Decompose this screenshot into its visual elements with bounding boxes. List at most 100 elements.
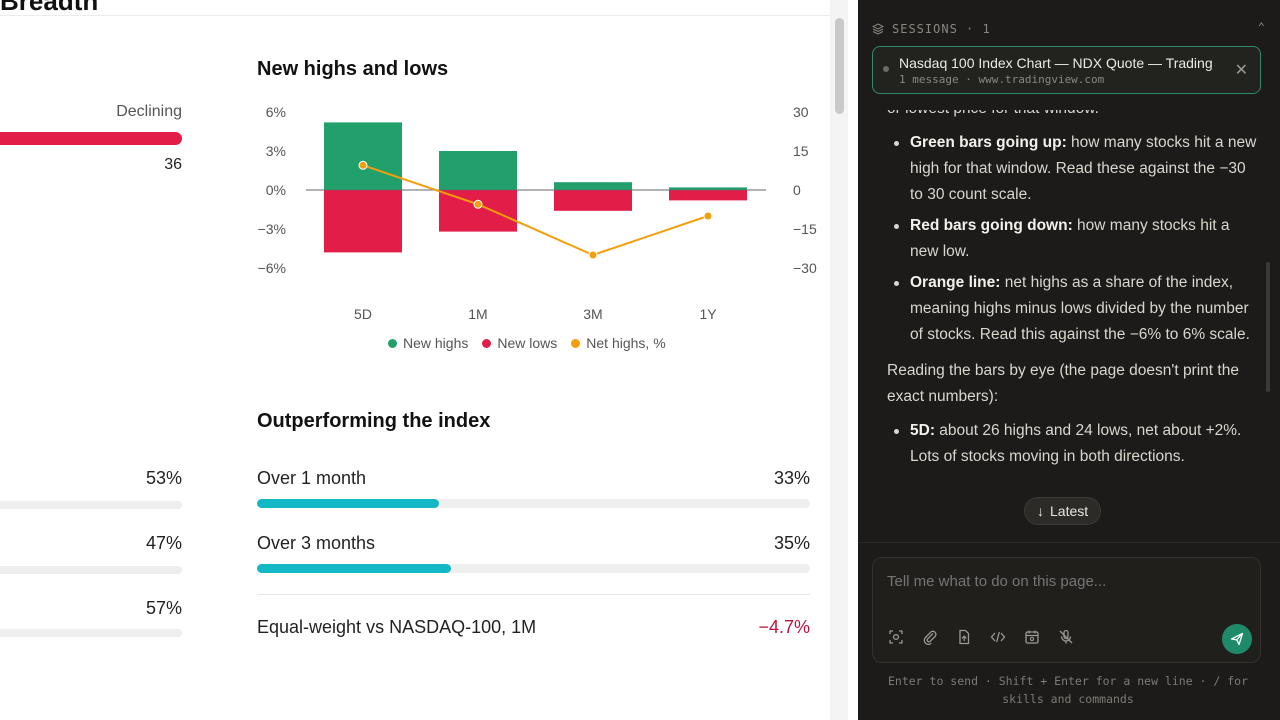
legend-dot-red (482, 338, 492, 348)
declining-count: 36 (164, 156, 182, 173)
bullet-bold: 5D: (910, 422, 935, 439)
bullet-text: how many stocks hit a new high for that … (910, 134, 1257, 203)
list-item: Orange line: net highs as a share of the… (894, 270, 1257, 348)
legend-net-highs: Net highs, % (571, 335, 666, 351)
web-page: Breadth Declining 36 New highs and lows … (0, 0, 830, 637)
bar-new-highs (554, 182, 632, 190)
perf-fill (257, 564, 451, 573)
page-scroll-thumb[interactable] (835, 18, 844, 114)
message-paragraph: Reading the bars by eye (the page doesn'… (887, 362, 1239, 405)
net-highs-point (703, 211, 713, 221)
bullet-bold: Red bars going down: (910, 217, 1073, 234)
file-icon[interactable] (955, 628, 973, 646)
bar-new-lows (669, 190, 747, 201)
list-item: Green bars going up: how many stocks hit… (894, 130, 1257, 208)
y-left-tick-label: −3% (258, 221, 286, 237)
composer-tools (887, 628, 1075, 646)
schedule-icon[interactable] (1023, 628, 1041, 646)
y-left-tick-label: −6% (258, 260, 286, 276)
perf-label: Over 3 months (257, 533, 376, 553)
y-left-tick-label: 6% (266, 104, 286, 120)
net-highs-point (588, 250, 598, 260)
legend-new-highs: New highs (388, 335, 468, 351)
legend-dot-green (388, 338, 397, 348)
legend-dot-orange (571, 338, 581, 348)
net-highs-point (358, 160, 368, 170)
y-right-tick-label: −15 (793, 221, 817, 237)
chart-legend: New highs New lows Net highs, % (388, 335, 666, 351)
x-tick-label: 1Y (699, 306, 717, 322)
code-icon[interactable] (989, 628, 1007, 646)
x-tick-label: 1M (468, 306, 487, 322)
legend-label-new-lows: New lows (497, 335, 558, 351)
page-scrollbar[interactable] (830, 0, 848, 720)
new-highs-lows-title: New highs and lows (257, 58, 449, 80)
perf-value: 33% (773, 468, 810, 488)
bullet-bold: Green bars going up: (910, 134, 1067, 151)
bullet-bold: Orange line: (910, 274, 1001, 291)
chart-svg: 6% 3% 0% −3% −6% 30 15 0 −15 −30 5D 1M 3M 1Y (258, 104, 817, 322)
bar-new-highs (669, 187, 747, 190)
latest-label: Latest (1050, 503, 1089, 519)
y-left-tick-label: 3% (266, 143, 286, 159)
new-highs-lows-chart: 6% 3% 0% −3% −6% 30 15 0 −15 −30 5D 1M 3M 1Y (250, 95, 830, 365)
y-right-tick-label: 15 (793, 143, 809, 159)
bullet-text: about 26 highs and 24 lows, net about +2… (910, 422, 1242, 465)
divider (257, 594, 810, 595)
perf-label: Over 1 month (257, 468, 367, 488)
composer-hint: Enter to send · Shift + Enter for a new … (887, 674, 1249, 706)
bar-new-highs (324, 122, 402, 190)
send-icon (1230, 632, 1244, 646)
perf-fill (257, 499, 440, 508)
perf-track (257, 499, 810, 508)
arrow-down-icon: ↓ (1037, 503, 1044, 519)
bullet-text: how many stocks hit a new low. (910, 217, 1230, 260)
list-item: 5D: about 26 highs and 24 lows, net abou… (894, 418, 1257, 470)
session-card[interactable]: Nasdaq 100 Index Chart — NDX Quote — Tra… (872, 46, 1261, 94)
top-strip (0, 0, 830, 16)
bullet-text: net highs as a share of the index, meani… (910, 274, 1250, 343)
bar-new-lows (439, 190, 517, 232)
left-track-3 (0, 629, 182, 637)
close-icon[interactable]: ✕ (1234, 62, 1248, 79)
equal-weight-value: −4.7% (758, 617, 810, 637)
declining-bar (0, 132, 182, 145)
session-title: Nasdaq 100 Index Chart — NDX Quote — Tra… (899, 55, 1213, 71)
list-item: Red bars going down: how many stocks hit… (894, 213, 1257, 265)
equal-weight-label: Equal-weight vs NASDAQ-100, 1M (257, 617, 537, 637)
legend-label-net-highs: Net highs, % (586, 335, 666, 351)
assistant-panel: SESSIONS · 1 ⌃ Nasdaq 100 Index Chart — … (858, 0, 1280, 720)
attach-icon[interactable] (921, 628, 939, 646)
left-track-2 (0, 566, 182, 574)
left-track-1 (0, 501, 182, 509)
left-pct-3: 57% (145, 598, 182, 618)
chevron-up-icon[interactable]: ⌃ (1257, 20, 1266, 34)
session-subtitle: 1 message · www.tradingview.com (899, 73, 1105, 86)
sessions-label: SESSIONS · 1 (892, 22, 991, 36)
status-dot-icon (883, 66, 889, 72)
screenshot-icon[interactable] (887, 628, 905, 646)
declining-label: Declining (116, 103, 182, 120)
message-list-1: Green bars going up: how many stocks hit… (887, 130, 1257, 348)
message-line: or lowest price for that window. (887, 110, 1257, 122)
bar-new-lows (554, 190, 632, 211)
jump-to-latest-button[interactable]: ↓ Latest (1024, 497, 1102, 525)
y-right-tick-label: −30 (793, 260, 817, 276)
panel-divider (858, 542, 1280, 543)
outperforming-title: Outperforming the index (257, 410, 491, 432)
send-button[interactable] (1222, 624, 1252, 654)
layers-icon (872, 23, 884, 35)
prompt-input[interactable] (887, 573, 1247, 590)
y-right-tick-label: 0 (793, 182, 801, 198)
mic-off-icon[interactable] (1057, 628, 1075, 646)
perf-value: 35% (773, 533, 810, 553)
x-tick-label: 5D (354, 306, 372, 322)
perf-track (257, 564, 810, 573)
panel-scroll-rail[interactable] (1266, 262, 1270, 392)
y-left-tick-label: 0% (266, 182, 286, 198)
legend-new-lows: New lows (482, 335, 557, 351)
y-right-tick-label: 30 (793, 104, 809, 120)
legend-label-new-highs: New highs (403, 335, 469, 351)
sessions-header[interactable]: SESSIONS · 1 ⌃ (872, 20, 1266, 38)
net-highs-point (473, 199, 483, 209)
